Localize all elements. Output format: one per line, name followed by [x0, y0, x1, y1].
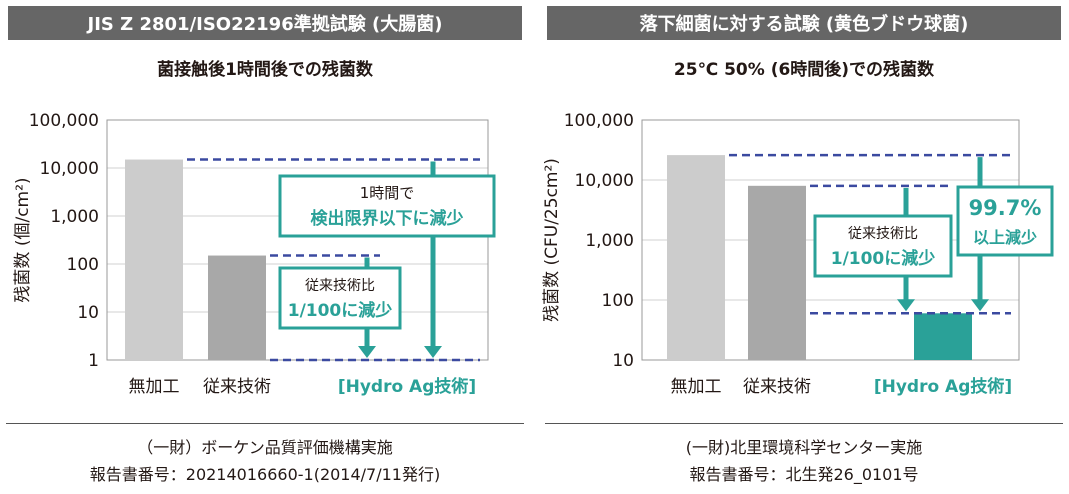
left-chart-title: JIS Z 2801/ISO22196準拠試験 (大腸菌) [8, 6, 522, 40]
y-axis-label: 残菌数 (個/cm²) [13, 177, 33, 302]
bar-1 [125, 159, 183, 360]
y-tick-label: 10 [77, 303, 99, 323]
y-tick-label: 100 [67, 255, 99, 275]
y-tick-label: 10 [612, 351, 634, 371]
arrow-near-head [897, 299, 915, 312]
right-footer-divider [545, 423, 1063, 424]
callout-near-line1: 従来技術比 [305, 278, 375, 294]
right-chart-panel: 落下細菌に対する試験 (黄色ブドウ球菌) 25℃ 50% (6時間後)での残菌数… [539, 0, 1069, 494]
callout-near-line2: 1/100に減少 [831, 248, 936, 269]
right-bar-chart: 10 100 1,000 10,000 100,000 残菌数 (CFU/25cm²) 無加… [542, 111, 1054, 397]
x-category-label: 従来技術 [743, 377, 811, 397]
left-footer-institution: （一財）ボーケン品質評価機構実施 [137, 438, 393, 457]
y-tick-label: 100,000 [29, 111, 99, 131]
y-axis-label: 残菌数 (CFU/25cm²) [542, 158, 562, 322]
right-footer-report-number: 報告書番号：北生発26_0101号 [689, 465, 919, 484]
callout-far-line1: 1時間で [360, 184, 415, 202]
callout-far-box [956, 185, 1054, 257]
y-tick-label: 1,000 [585, 231, 634, 251]
left-footer-divider [6, 423, 524, 424]
left-bar-chart: 1 10 100 1,000 10,000 100,000 残菌数 (個/cm²) 無加工 従来… [13, 111, 496, 397]
y-tick-label: 10,000 [40, 159, 99, 179]
callout-near-line1: 従来技術比 [848, 226, 918, 242]
left-footer-report-number: 報告書番号：20214016660-1(2014/7/11発行) [89, 465, 441, 484]
callout-near-box [813, 214, 953, 278]
callout-far-line2: 以上減少 [973, 228, 1037, 247]
right-footer-institution: (一財)北里環境科学センター実施 [685, 438, 923, 457]
y-tick-label: 100,000 [564, 111, 634, 131]
left-chart-subtitle: 菌接触後1時間後での残菌数 [157, 60, 373, 80]
x-category-label: 従来技術 [203, 377, 271, 397]
y-tick-label: 1 [88, 351, 99, 371]
arrow-far-head [424, 346, 442, 358]
y-tick-label: 1,000 [50, 207, 99, 227]
callout-near-line2: 1/100に減少 [288, 300, 393, 321]
bar-2 [748, 185, 806, 360]
right-chart-title: 落下細菌に対する試験 (黄色ブドウ球菌) [547, 6, 1061, 40]
bar-1 [667, 155, 725, 360]
bar-2 [208, 255, 266, 360]
x-category-label: [Hydro Ag技術] [338, 376, 476, 397]
left-chart-panel: JIS Z 2801/ISO22196準拠試験 (大腸菌) 菌接触後1時間後での… [0, 0, 530, 494]
callout-far-box [278, 174, 496, 238]
right-chart-subtitle: 25℃ 50% (6時間後)での残菌数 [673, 60, 935, 80]
callout-far-line1: 99.7% [969, 196, 1042, 220]
x-category-label: 無加工 [671, 377, 722, 397]
callout-far-line2: 検出限界以下に減少 [311, 208, 464, 229]
y-tick-label: 100 [602, 291, 634, 311]
callout-near-box [278, 266, 402, 330]
bar-3 [914, 313, 972, 360]
x-category-label: 無加工 [129, 377, 180, 397]
arrow-far-head [971, 299, 989, 312]
y-tick-label: 10,000 [575, 171, 634, 191]
arrow-near-head [358, 346, 376, 358]
x-category-label: [Hydro Ag技術] [874, 376, 1012, 397]
